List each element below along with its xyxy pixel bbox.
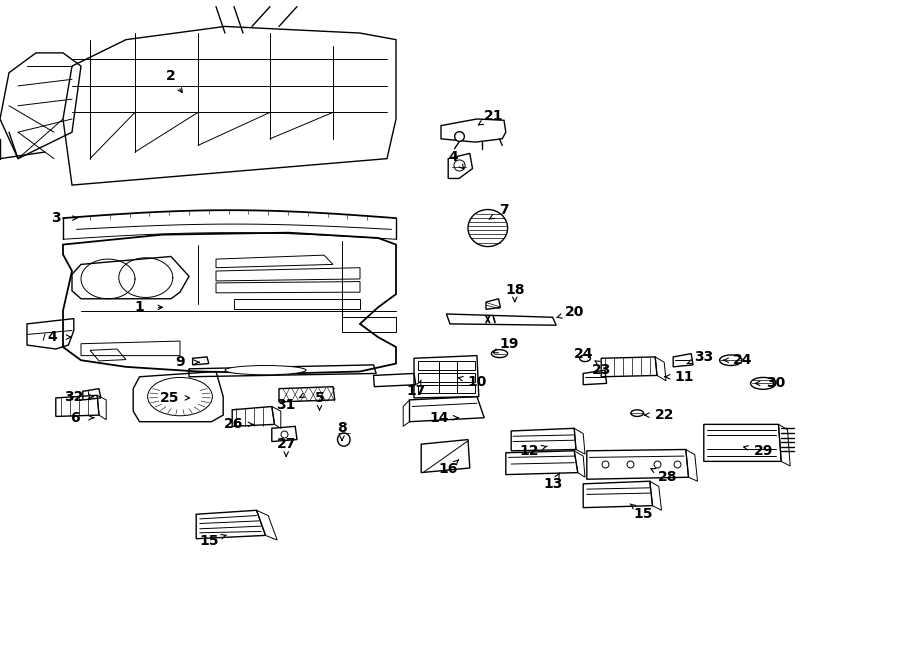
Text: 11: 11 <box>674 369 694 384</box>
Text: 22: 22 <box>654 408 674 422</box>
Text: 12: 12 <box>519 444 539 458</box>
Text: 13: 13 <box>544 477 563 491</box>
Text: 15: 15 <box>199 533 219 548</box>
Text: 18: 18 <box>505 282 525 297</box>
Text: 20: 20 <box>564 305 584 319</box>
Text: 4: 4 <box>449 149 458 164</box>
Text: 5: 5 <box>315 391 324 405</box>
Text: 26: 26 <box>224 417 244 432</box>
Text: 15: 15 <box>634 507 653 522</box>
Text: 2: 2 <box>166 69 176 83</box>
Text: 23: 23 <box>591 363 611 377</box>
Text: 3: 3 <box>51 211 60 225</box>
Text: 25: 25 <box>159 391 179 405</box>
Text: 24: 24 <box>733 353 752 368</box>
Text: 4: 4 <box>48 330 57 344</box>
Ellipse shape <box>580 355 590 362</box>
Text: 29: 29 <box>753 444 773 458</box>
Ellipse shape <box>491 350 508 358</box>
Text: 33: 33 <box>694 350 714 364</box>
Text: 7: 7 <box>500 203 508 217</box>
Ellipse shape <box>720 355 742 366</box>
Text: 32: 32 <box>64 389 84 404</box>
Ellipse shape <box>338 433 350 446</box>
Text: 17: 17 <box>406 384 426 399</box>
Text: 6: 6 <box>70 410 79 425</box>
Text: 21: 21 <box>483 108 503 123</box>
Ellipse shape <box>468 210 508 247</box>
Text: 24: 24 <box>573 346 593 361</box>
Text: 31: 31 <box>276 397 296 412</box>
Text: 8: 8 <box>338 421 346 436</box>
Text: 28: 28 <box>658 470 678 485</box>
Text: 16: 16 <box>438 462 458 477</box>
Ellipse shape <box>148 377 212 416</box>
Ellipse shape <box>225 366 306 375</box>
Text: 1: 1 <box>135 300 144 315</box>
Text: 9: 9 <box>176 355 184 369</box>
Text: 10: 10 <box>467 375 487 389</box>
Text: 19: 19 <box>500 336 519 351</box>
Text: 14: 14 <box>429 410 449 425</box>
Text: 30: 30 <box>766 376 786 391</box>
Ellipse shape <box>751 377 776 389</box>
Ellipse shape <box>631 410 644 416</box>
Text: 27: 27 <box>276 437 296 451</box>
